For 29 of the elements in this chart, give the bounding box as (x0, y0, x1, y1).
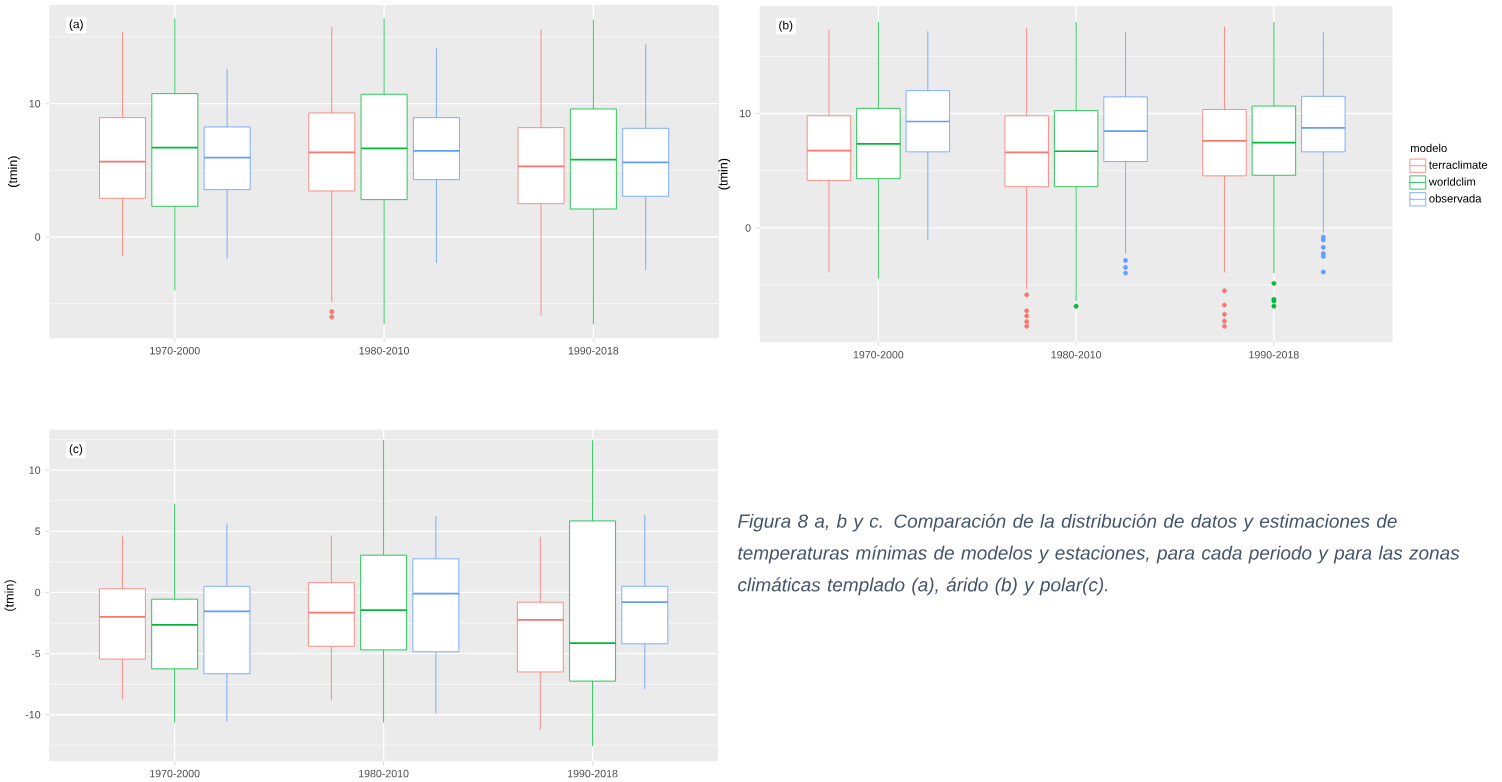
legend-label: observada (1429, 194, 1482, 203)
y-tick-label: 0 (745, 224, 751, 232)
legend-title: modelo (1411, 143, 1447, 153)
y-tick-label: 10 (29, 99, 41, 108)
y-axis-title: (tmin) (4, 580, 17, 611)
text: Figura 8 a, b y c. Comparación de la distribución de datos y estimaciones de temperaturas mínimas de modelos y estaciones, para cada periodo y para las zonas climáticas templado (a), árido (b) y polar(c). (738, 513, 1460, 596)
y-axis-title: (tmin) (718, 158, 731, 190)
x-tick-label: 1970-2000 (853, 351, 904, 359)
legend-label: terraclimate (1428, 160, 1488, 170)
y-tick-label: 10 (29, 466, 41, 475)
x-tick-label: 1970-2000 (150, 347, 200, 355)
annotation: (a) (69, 19, 83, 31)
x-tick-label: 1980-2010 (359, 347, 410, 355)
y-tick-label: 0 (35, 233, 41, 241)
y-tick-label: 10 (740, 109, 751, 118)
x-tick-label: 1990-2018 (568, 347, 619, 355)
x-tick-label: 1970-2000 (150, 769, 200, 778)
y-tick-label: -10 (25, 711, 41, 719)
annotation: (b) (779, 20, 793, 32)
x-tick-label: 1980-2010 (1051, 351, 1102, 359)
annotation: (c) (69, 444, 83, 456)
x-tick-label: 1990-2018 (1249, 351, 1299, 359)
y-axis-title: (tmin) (7, 156, 20, 188)
x-tick-label: 1980-2010 (359, 769, 409, 778)
y-tick-label: -5 (31, 649, 41, 658)
y-tick-label: 5 (35, 527, 41, 536)
y-tick-label: 0 (35, 588, 41, 597)
legend-label: worldclim (1428, 177, 1476, 186)
x-tick-label: 1990-2018 (568, 769, 618, 778)
